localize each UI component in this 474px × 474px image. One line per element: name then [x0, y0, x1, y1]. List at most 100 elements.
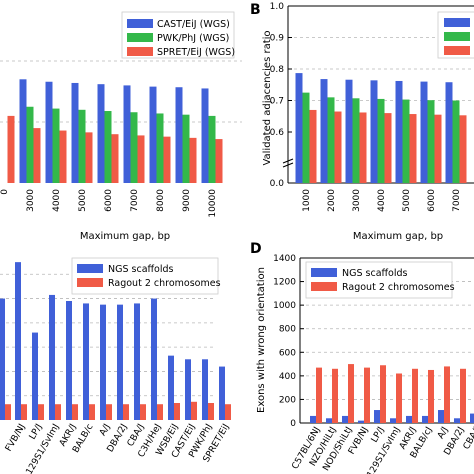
- bar-c-0-10: [185, 359, 191, 420]
- bar-a-2-3: [85, 132, 93, 183]
- bar-b-1-4: [402, 99, 410, 183]
- y-tick-label-d: 1400: [273, 254, 296, 264]
- x-tick-label-b: 7000: [452, 189, 462, 212]
- bar-c-0-5: [100, 304, 106, 420]
- x-tick-label-a: 10000: [208, 189, 218, 218]
- bar-b-2-4: [409, 114, 417, 183]
- bar-a-2-6: [163, 136, 171, 183]
- bar-d-0-5: [390, 418, 396, 423]
- bar-c-0-2: [49, 294, 55, 420]
- x-tick-label-a: 4000: [52, 189, 62, 212]
- legend-a-swatch: [127, 47, 153, 56]
- x-axis-label-a: Maximum gap, bp: [80, 231, 170, 242]
- bar-a-2-2: [59, 130, 67, 183]
- x-tick-label-d: A/J: [436, 426, 451, 441]
- panel-d-label: D: [250, 241, 262, 257]
- x-tick-label-a: 7000: [130, 189, 140, 212]
- bar-a-2-8: [215, 139, 223, 183]
- bar-c-1-6: [123, 404, 129, 420]
- bar-d-1-1: [332, 368, 338, 423]
- y-tick-label-d: 200: [279, 395, 296, 405]
- bar-a-1-7: [182, 114, 190, 183]
- bar-d-0-9: [454, 418, 460, 423]
- y-tick-label-b: 0.9: [270, 34, 285, 44]
- bar-d-0-1: [326, 418, 332, 423]
- bar-a-2-5: [137, 135, 145, 183]
- y-tick-label-b: 0.8: [270, 65, 285, 75]
- panel-b-label: B: [250, 2, 261, 18]
- bar-d-0-6: [406, 415, 412, 423]
- y-tick-label-b: 1.0: [270, 2, 285, 12]
- bar-c-1-2: [55, 404, 61, 420]
- axis-break-b: [282, 158, 294, 164]
- legend-b-swatch: [444, 18, 470, 27]
- bar-d-0-4: [374, 410, 380, 423]
- x-tick-label-c: 129S1/SvImJ: [25, 423, 62, 474]
- bar-c-0-6: [117, 304, 123, 420]
- bar-c-1-0: [21, 404, 27, 420]
- bar-b-2-0: [309, 109, 317, 183]
- legend-d-swatch: [311, 282, 337, 291]
- legend-c-swatch: [77, 278, 103, 287]
- bar-a-2-4: [111, 134, 119, 183]
- bar-d-0-3: [358, 420, 364, 423]
- legend-a-swatch: [127, 19, 153, 28]
- x-tick-label-b: 2000: [327, 189, 337, 212]
- bar-c-1-10: [191, 401, 197, 420]
- bar-c-0-9: [168, 355, 174, 420]
- bar-a-1-2: [52, 108, 60, 183]
- bar-d-0-7: [422, 415, 428, 423]
- bar-b-0-1: [320, 79, 328, 183]
- panel-a-chart: 0 3000 4000 5000 6000 7000 8000 9000 10000 Maximu…: [0, 11, 242, 242]
- x-tick-label-a: 0: [0, 189, 10, 195]
- x-tick-label-a: 5000: [78, 189, 88, 212]
- bar-a-0-8: [201, 88, 209, 183]
- legend-d-label: Ragout 2 chromosomes: [342, 282, 455, 293]
- y-tick-label-d: 1000: [273, 301, 296, 311]
- x-tick-label-b: 6000: [427, 189, 437, 212]
- bar-d-0-10: [470, 413, 474, 423]
- bar-b-2-5: [434, 114, 442, 183]
- x-tick-label-a: 6000: [104, 189, 114, 212]
- legend-b-swatch: [444, 46, 470, 55]
- bar-a-1-5: [130, 112, 138, 183]
- bar-b-2-6: [459, 115, 467, 183]
- legend-c-swatch: [77, 264, 103, 273]
- bar-a-0-4: [97, 84, 105, 183]
- panel-b-chart: 0.0 0.6 0.7 0.8 0.9 1.0 1000 2000 3000 4000 5000 60…: [262, 2, 474, 242]
- bar-d-1-0: [316, 367, 322, 423]
- y-tick-label-d: 1200: [273, 278, 296, 288]
- bar-c-0-11: [202, 359, 208, 420]
- legend-d-swatch: [311, 268, 337, 277]
- bar-c-1-12: [225, 404, 231, 420]
- y-axis-label-b: Validated adjacencies ratio: [262, 30, 273, 165]
- bar-b-0-2: [345, 79, 353, 183]
- x-tick-label-b: 1000: [302, 189, 312, 212]
- bar-a-1-4: [104, 111, 112, 183]
- y-tick-label-d: 600: [279, 348, 296, 358]
- bar-b-0-0: [295, 73, 303, 183]
- bar-b-1-2: [352, 98, 360, 183]
- bar-d-0-8: [438, 410, 444, 423]
- legend-a-label: PWK/PhJ (WGS): [157, 33, 229, 44]
- bar-c-1-9: [174, 403, 180, 420]
- bar-d-1-5: [396, 373, 402, 423]
- bar-a-0-2: [45, 81, 53, 183]
- bar-a-0-1: [19, 79, 27, 183]
- y-tick-label-b: 0.7: [270, 97, 284, 107]
- bar-a-2-1: [33, 128, 41, 183]
- y-tick-label-d: 400: [279, 372, 296, 382]
- x-axis-label-b: Maximum gap, bp: [353, 231, 443, 242]
- y-tick-label-b: 0.6: [270, 128, 285, 138]
- bar-c-1-5: [106, 404, 112, 420]
- bar-c-partial: [5, 404, 11, 420]
- legend-c-label: Ragout 2 chromosomes: [108, 278, 221, 289]
- panel-d-chart: 0200400600800100012001400C57BL/6NJNZO/Hi…: [256, 254, 474, 474]
- axis-break-b: [282, 162, 294, 168]
- bar-c-1-4: [89, 404, 95, 420]
- bar-d-1-6: [412, 368, 418, 423]
- bar-d-1-8: [444, 366, 450, 423]
- bar-b-2-3: [384, 113, 392, 183]
- bar-b-0-5: [420, 81, 428, 183]
